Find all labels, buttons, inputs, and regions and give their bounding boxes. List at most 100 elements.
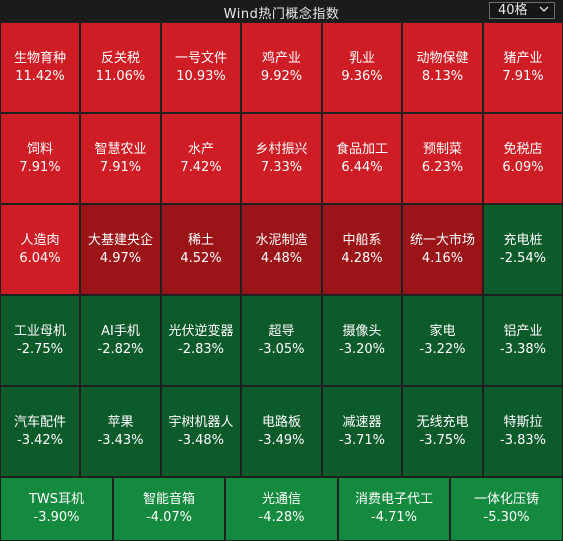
concept-name: 乡村振兴 <box>255 141 308 157</box>
concept-tile[interactable]: 稀土 4.52% <box>161 204 241 295</box>
concept-change-pct: -3.42% <box>17 432 63 448</box>
grid-count-select[interactable]: 40格 <box>489 2 555 19</box>
concept-name: 智慧农业 <box>94 141 147 157</box>
concept-tile[interactable]: 一体化压铸 -5.30% <box>450 477 563 541</box>
concept-tile[interactable]: 智能音箱 -4.07% <box>113 477 225 541</box>
concept-name: 工业母机 <box>13 323 66 339</box>
concept-name: 动物保健 <box>416 50 469 66</box>
concept-tile[interactable]: 中船系 4.28% <box>322 204 402 295</box>
concept-tile[interactable]: 动物保健 8.13% <box>402 22 483 113</box>
concept-change-pct: 8.13% <box>421 68 464 84</box>
concept-name: 水产 <box>187 141 214 157</box>
concept-tile[interactable]: 无线充电 -3.75% <box>402 386 483 477</box>
concept-name: 水泥制造 <box>255 232 308 248</box>
concept-tile[interactable]: 统一大市场 4.16% <box>402 204 483 295</box>
concept-name: AI手机 <box>101 323 140 339</box>
concept-name: 摄像头 <box>342 323 382 339</box>
concept-tile[interactable]: 食品加工 6.44% <box>322 113 402 204</box>
concept-change-pct: -3.83% <box>500 432 546 448</box>
concept-change-pct: -2.54% <box>500 250 546 266</box>
concept-change-pct: 6.23% <box>421 159 464 175</box>
concept-change-pct: 4.28% <box>341 250 383 266</box>
concept-tile[interactable]: 生物育种 11.42% <box>0 22 80 113</box>
concept-change-pct: -3.20% <box>339 341 385 357</box>
concept-tile[interactable]: 智慧农业 7.91% <box>80 113 161 204</box>
concept-change-pct: 11.06% <box>95 68 146 84</box>
concept-name: 宇树机器人 <box>168 414 234 430</box>
concept-tile[interactable]: 减速器 -3.71% <box>322 386 402 477</box>
concept-tile[interactable]: 家电 -3.22% <box>402 295 483 386</box>
concept-tile[interactable]: 光伏逆变器 -2.83% <box>161 295 241 386</box>
concept-name: 消费电子代工 <box>354 492 433 507</box>
concept-name: 充电桩 <box>503 232 543 248</box>
concept-name: 减速器 <box>342 414 382 430</box>
concept-tile[interactable]: 工业母机 -2.75% <box>0 295 80 386</box>
concept-change-pct: -4.07% <box>146 510 192 525</box>
chevron-down-icon <box>539 6 549 12</box>
concept-tile[interactable]: 汽车配件 -3.42% <box>0 386 80 477</box>
concept-change-pct: -3.71% <box>339 432 385 448</box>
concept-tile[interactable]: 电路板 -3.49% <box>241 386 322 477</box>
tile-row: 工业母机 -2.75% AI手机 -2.82% 光伏逆变器 -2.83% 超导 -3.05% 摄… <box>0 295 563 386</box>
concept-tile[interactable]: 特斯拉 -3.83% <box>483 386 563 477</box>
concept-tile[interactable]: 乳业 9.36% <box>322 22 402 113</box>
concept-name: 无线充电 <box>416 414 469 430</box>
grid-count-value: 40格 <box>498 3 528 18</box>
concept-tile[interactable]: 消费电子代工 -4.71% <box>338 477 450 541</box>
concept-tile[interactable]: 人造肉 6.04% <box>0 204 80 295</box>
concept-tile[interactable]: 反关税 11.06% <box>80 22 161 113</box>
concept-change-pct: 9.92% <box>260 68 303 84</box>
concept-name: 苹果 <box>107 414 134 430</box>
concept-name: 反关税 <box>100 50 140 66</box>
concept-change-pct: -3.22% <box>419 341 466 357</box>
concept-change-pct: -3.49% <box>258 432 305 448</box>
concept-tile[interactable]: 免税店 6.09% <box>483 113 563 204</box>
concept-name: 电路板 <box>261 414 301 430</box>
concept-change-pct: -3.05% <box>258 341 305 357</box>
concept-name: 猪产业 <box>503 50 543 66</box>
concept-name: 大基建央企 <box>87 232 153 248</box>
concept-name: 中船系 <box>342 232 382 248</box>
concept-change-pct: -2.75% <box>17 341 63 357</box>
concept-tile[interactable]: 一号文件 10.93% <box>161 22 241 113</box>
concept-change-pct: 9.36% <box>341 68 383 84</box>
concept-change-pct: 7.91% <box>99 159 142 175</box>
concept-change-pct: -4.28% <box>258 510 305 525</box>
concept-tile[interactable]: 鸡产业 9.92% <box>241 22 322 113</box>
concept-name: 汽车配件 <box>13 414 66 430</box>
concept-tile[interactable]: 水产 7.42% <box>161 113 241 204</box>
concept-name: 一体化压铸 <box>473 492 539 507</box>
concept-tile[interactable]: 超导 -3.05% <box>241 295 322 386</box>
concept-tile[interactable]: TWS耳机 -3.90% <box>0 477 113 541</box>
concept-change-pct: 10.93% <box>176 68 226 84</box>
concept-name: 家电 <box>429 323 456 339</box>
concept-name: 特斯拉 <box>503 414 543 430</box>
concept-change-pct: -3.38% <box>500 341 546 357</box>
concept-change-pct: -5.30% <box>483 510 530 525</box>
concept-tile[interactable]: 摄像头 -3.20% <box>322 295 402 386</box>
concept-tile[interactable]: 充电桩 -2.54% <box>483 204 563 295</box>
concept-change-pct: -4.71% <box>371 510 417 525</box>
concept-change-pct: -3.90% <box>33 510 80 525</box>
concept-name: 稀土 <box>187 232 214 248</box>
concept-tile[interactable]: 预制菜 6.23% <box>402 113 483 204</box>
concept-change-pct: 11.42% <box>15 68 65 84</box>
concept-change-pct: 4.16% <box>421 250 464 266</box>
concept-change-pct: 6.09% <box>502 159 544 175</box>
concept-change-pct: 7.33% <box>260 159 303 175</box>
concept-tile[interactable]: 猪产业 7.91% <box>483 22 563 113</box>
concept-tile[interactable]: 乡村振兴 7.33% <box>241 113 322 204</box>
concept-tile[interactable]: AI手机 -2.82% <box>80 295 161 386</box>
concept-tile[interactable]: 苹果 -3.43% <box>80 386 161 477</box>
concept-tile[interactable]: 水泥制造 4.48% <box>241 204 322 295</box>
concept-name: 预制菜 <box>422 141 462 157</box>
concept-name: TWS耳机 <box>28 492 85 507</box>
concept-tile[interactable]: 光通信 -4.28% <box>225 477 338 541</box>
concept-change-pct: 4.52% <box>180 250 222 266</box>
concept-tile[interactable]: 宇树机器人 -3.48% <box>161 386 241 477</box>
concept-change-pct: 7.91% <box>19 159 61 175</box>
concept-tile[interactable]: 铝产业 -3.38% <box>483 295 563 386</box>
concept-tile[interactable]: 大基建央企 4.97% <box>80 204 161 295</box>
concept-tile[interactable]: 饲料 7.91% <box>0 113 80 204</box>
concept-change-pct: 7.42% <box>180 159 222 175</box>
